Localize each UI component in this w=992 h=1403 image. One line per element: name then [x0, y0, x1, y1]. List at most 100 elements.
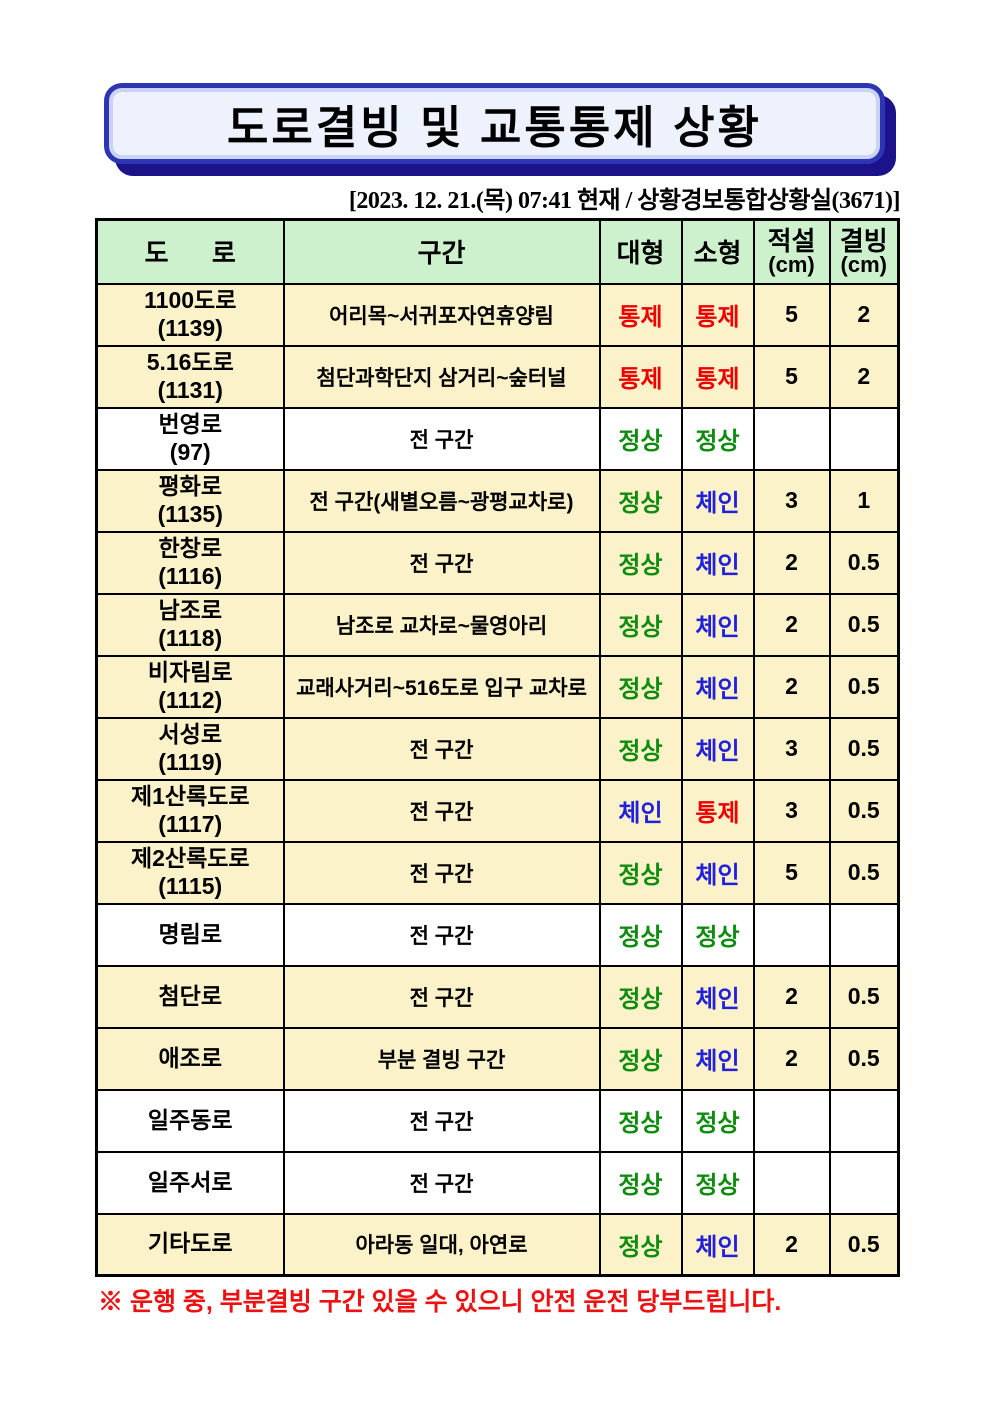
small-vehicle-status: 정상 [680, 1150, 755, 1215]
table-row: 번영로 (97) 전 구간 정상 정상 [95, 406, 900, 471]
small-vehicle-status: 체인 [680, 840, 755, 905]
table-row: 비자림로 (1112) 교래사거리~516도로 입구 교차로 정상 체인 2 0.5 [95, 654, 900, 719]
section-cell: 교래사거리~516도로 입구 교차로 [282, 654, 601, 719]
header-row: 도 로 구간 대형 소형 적설 (cm) 결빙 (cm) [95, 218, 900, 285]
road-number: (1117) [158, 810, 223, 837]
header-small-vehicle: 소형 [680, 218, 755, 285]
small-vehicle-status: 체인 [680, 530, 755, 595]
section-cell: 남조로 교차로~물영아리 [282, 592, 601, 657]
large-vehicle-status: 정상 [598, 840, 683, 905]
section-cell: 아라동 일대, 아연로 [282, 1212, 601, 1277]
small-vehicle-status: 체인 [680, 468, 755, 533]
section-cell: 부분 결빙 구간 [282, 1026, 601, 1091]
road-name-cell: 5.16도로 (1131) [95, 344, 285, 409]
ice-depth-cell: 1 [828, 468, 900, 533]
safety-notice: ※ 운행 중, 부분결빙 구간 있을 수 있으니 안전 운전 당부드립니다. [98, 1288, 782, 1316]
large-vehicle-status: 정상 [598, 530, 683, 595]
ice-depth-cell: 0.5 [828, 654, 900, 719]
table-row: 기타도로 아라동 일대, 아연로 정상 체인 2 0.5 [95, 1212, 900, 1277]
road-name-cell: 첨단로 [95, 964, 285, 1029]
road-name-cell: 서성로 (1119) [95, 716, 285, 781]
header-snow-depth: 적설 (cm) [752, 218, 831, 285]
header-snow-unit: (cm) [768, 251, 815, 277]
large-vehicle-status: 통제 [598, 344, 683, 409]
road-name-cell: 평화로 (1135) [95, 468, 285, 533]
ice-depth-cell: 2 [828, 344, 900, 409]
road-name-cell: 제1산록도로 (1117) [95, 778, 285, 843]
table-row: 한창로 (1116) 전 구간 정상 체인 2 0.5 [95, 530, 900, 595]
road-name: 남조로 [158, 596, 222, 623]
snow-depth-cell [752, 1150, 831, 1215]
ice-depth-cell: 0.5 [828, 1212, 900, 1277]
large-vehicle-status: 정상 [598, 902, 683, 967]
snow-depth-cell: 2 [752, 654, 831, 719]
header-ice-label: 결빙 [839, 225, 888, 256]
road-name: 첨단로 [158, 982, 222, 1009]
table-row: 제2산록도로 (1115) 전 구간 정상 체인 5 0.5 [95, 840, 900, 905]
small-vehicle-status: 통제 [680, 282, 755, 347]
section-cell: 첨단과학단지 삼거리~숲터널 [282, 344, 601, 409]
snow-depth-cell: 5 [752, 840, 831, 905]
small-vehicle-status: 체인 [680, 964, 755, 1029]
road-name: 제2산록도로 [130, 844, 250, 871]
section-cell: 전 구간 [282, 1150, 601, 1215]
road-name: 제1산록도로 [130, 782, 250, 809]
road-name: 1100도로 [144, 286, 237, 313]
small-vehicle-status: 정상 [680, 406, 755, 471]
road-name: 한창로 [158, 534, 222, 561]
table-row: 일주서로 전 구간 정상 정상 [95, 1150, 900, 1215]
ice-depth-cell: 0.5 [828, 592, 900, 657]
road-number: (1112) [158, 686, 223, 713]
table-row: 서성로 (1119) 전 구간 정상 체인 3 0.5 [95, 716, 900, 781]
small-vehicle-status: 체인 [680, 592, 755, 657]
large-vehicle-status: 정상 [598, 1088, 683, 1153]
ice-depth-cell: 2 [828, 282, 900, 347]
large-vehicle-status: 정상 [598, 1212, 683, 1277]
ice-depth-cell: 0.5 [828, 1026, 900, 1091]
road-name: 비자림로 [147, 658, 233, 685]
road-name-cell: 비자림로 (1112) [95, 654, 285, 719]
section-cell: 전 구간 [282, 1088, 601, 1153]
header-ice-unit: (cm) [840, 251, 887, 277]
road-name-cell: 애조로 [95, 1026, 285, 1091]
small-vehicle-status: 통제 [680, 344, 755, 409]
ice-depth-cell [828, 1150, 900, 1215]
large-vehicle-status: 정상 [598, 716, 683, 781]
large-vehicle-status: 정상 [598, 1150, 683, 1215]
snow-depth-cell: 3 [752, 468, 831, 533]
header-snow-label: 적설 [767, 225, 816, 256]
table-row: 평화로 (1135) 전 구간(새별오름~광평교차로) 정상 체인 3 1 [95, 468, 900, 533]
large-vehicle-status: 정상 [598, 406, 683, 471]
snow-depth-cell: 5 [752, 344, 831, 409]
snow-depth-cell: 2 [752, 1026, 831, 1091]
large-vehicle-status: 정상 [598, 964, 683, 1029]
table-row: 5.16도로 (1131) 첨단과학단지 삼거리~숲터널 통제 통제 5 2 [95, 344, 900, 409]
table-row: 일주동로 전 구간 정상 정상 [95, 1088, 900, 1153]
snow-depth-cell: 3 [752, 716, 831, 781]
snow-depth-cell: 2 [752, 592, 831, 657]
table-body: 1100도로 (1139) 어리목~서귀포자연휴양림 통제 통제 5 2 5.16도로 (113… [95, 282, 900, 1277]
section-cell: 전 구간 [282, 840, 601, 905]
small-vehicle-status: 정상 [680, 1088, 755, 1153]
ice-depth-cell: 0.5 [828, 840, 900, 905]
large-vehicle-status: 정상 [598, 654, 683, 719]
ice-depth-cell [828, 1088, 900, 1153]
road-name: 명림로 [158, 920, 222, 947]
road-name-cell: 번영로 (97) [95, 406, 285, 471]
table-row: 남조로 (1118) 남조로 교차로~물영아리 정상 체인 2 0.5 [95, 592, 900, 657]
road-number: (1118) [158, 624, 223, 651]
ice-depth-cell: 0.5 [828, 530, 900, 595]
road-number: (1115) [158, 872, 223, 899]
small-vehicle-status: 통제 [680, 778, 755, 843]
table-row: 1100도로 (1139) 어리목~서귀포자연휴양림 통제 통제 5 2 [95, 282, 900, 347]
large-vehicle-status: 정상 [598, 1026, 683, 1091]
road-number: (1119) [158, 748, 223, 775]
section-cell: 전 구간(새별오름~광평교차로) [282, 468, 601, 533]
small-vehicle-status: 체인 [680, 716, 755, 781]
ice-depth-cell: 0.5 [828, 778, 900, 843]
road-number: (1135) [157, 500, 223, 527]
road-name-cell: 일주서로 [95, 1150, 285, 1215]
snow-depth-cell: 2 [752, 964, 831, 1029]
road-name-cell: 일주동로 [95, 1088, 285, 1153]
small-vehicle-status: 정상 [680, 902, 755, 967]
